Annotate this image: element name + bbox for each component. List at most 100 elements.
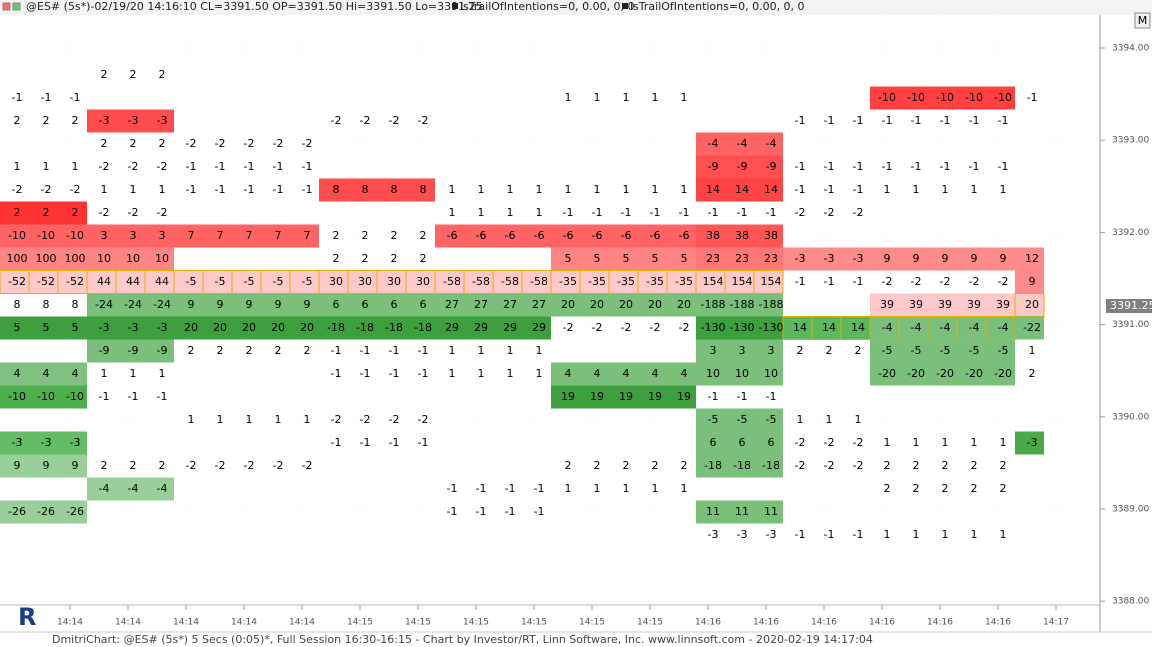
cell-value: -4 bbox=[911, 321, 922, 334]
cell-value: 2 bbox=[884, 459, 891, 472]
cell-value: 20 bbox=[677, 298, 691, 311]
cell-value: -10 bbox=[965, 91, 983, 104]
cell-value: -3 bbox=[99, 321, 110, 334]
cell-value: -3 bbox=[795, 252, 806, 265]
cell-value: 2 bbox=[333, 252, 340, 265]
cell-value: -6 bbox=[447, 229, 458, 242]
cell-bg bbox=[116, 477, 145, 501]
cell-value: 1 bbox=[971, 436, 978, 449]
menu-button[interactable] bbox=[1134, 12, 1151, 29]
time-label: 14:15 bbox=[579, 618, 605, 628]
cell-value: -1 bbox=[824, 275, 835, 288]
cell-value: -3 bbox=[128, 321, 139, 334]
cell-value: -3 bbox=[99, 114, 110, 127]
cell-value: 2 bbox=[217, 344, 224, 357]
cell-value: 1 bbox=[449, 344, 456, 357]
cell-bg bbox=[145, 477, 174, 501]
cell-value: 2 bbox=[14, 206, 21, 219]
cell-bg bbox=[116, 224, 145, 248]
cell-value: -1 bbox=[998, 160, 1009, 173]
cell-bg bbox=[638, 247, 667, 271]
logo: R bbox=[8, 603, 42, 631]
cell-value: 27 bbox=[474, 298, 488, 311]
cell-value: -2 bbox=[563, 321, 574, 334]
cell-value: 11 bbox=[764, 505, 778, 518]
cell-value: 1 bbox=[855, 413, 862, 426]
cell-bg bbox=[232, 224, 261, 248]
legend-box bbox=[622, 3, 628, 9]
cell-value: -4 bbox=[737, 137, 748, 150]
cell-value: 9 bbox=[217, 298, 224, 311]
cell-bg bbox=[667, 224, 696, 248]
cell-value: -1 bbox=[911, 114, 922, 127]
cell-value: 11 bbox=[735, 505, 749, 518]
cell-value: -2 bbox=[273, 459, 284, 472]
cell-bg bbox=[58, 500, 87, 524]
cell-bg bbox=[957, 293, 986, 317]
cell-value: 4 bbox=[623, 367, 630, 380]
cell-value: 3 bbox=[768, 344, 775, 357]
cell-value: -52 bbox=[37, 275, 55, 288]
time-label: 14:16 bbox=[985, 618, 1011, 628]
cell-bg bbox=[174, 293, 203, 317]
cell-value: 14 bbox=[764, 183, 778, 196]
cell-value: 2 bbox=[159, 68, 166, 81]
cell-value: -9 bbox=[766, 160, 777, 173]
cell-bg bbox=[116, 339, 145, 363]
cell-value: -5 bbox=[273, 275, 284, 288]
cell-bg bbox=[435, 316, 464, 340]
cell-value: 9 bbox=[304, 298, 311, 311]
cell-bg bbox=[522, 224, 551, 248]
menu-button-label[interactable]: M bbox=[1138, 14, 1148, 27]
cell-value: 2 bbox=[971, 482, 978, 495]
cell-value: -18 bbox=[762, 459, 780, 472]
cell-value: 1 bbox=[246, 413, 253, 426]
cell-value: 1 bbox=[565, 183, 572, 196]
cell-value: 38 bbox=[764, 229, 778, 242]
cell-value: -5 bbox=[998, 344, 1009, 357]
cell-value: -1 bbox=[621, 206, 632, 219]
cell-value: -1 bbox=[853, 183, 864, 196]
cell-value: 100 bbox=[7, 252, 28, 265]
cell-value: 2 bbox=[1000, 459, 1007, 472]
cell-bg bbox=[406, 178, 435, 202]
cell-value: -5 bbox=[737, 413, 748, 426]
cell-value: 1 bbox=[565, 482, 572, 495]
cell-value: 1 bbox=[884, 528, 891, 541]
cell-value: 29 bbox=[532, 321, 546, 334]
cell-value: 9 bbox=[72, 459, 79, 472]
cell-value: -2 bbox=[824, 206, 835, 219]
cell-value: 2 bbox=[391, 229, 398, 242]
header-icon bbox=[12, 2, 21, 11]
cell-bg bbox=[58, 224, 87, 248]
cell-bg bbox=[696, 408, 725, 432]
cell-bg bbox=[145, 339, 174, 363]
cell-value: 1 bbox=[43, 160, 50, 173]
cell-value: 19 bbox=[561, 390, 575, 403]
cell-value: -1 bbox=[331, 436, 342, 449]
price-label: 3392.00 bbox=[1112, 228, 1149, 238]
cell-value: 7 bbox=[188, 229, 195, 242]
cell-bg bbox=[986, 339, 1015, 363]
cell-value: 27 bbox=[503, 298, 517, 311]
cell-value: -10 bbox=[936, 91, 954, 104]
cell-value: 1 bbox=[275, 413, 282, 426]
cell-bg bbox=[377, 178, 406, 202]
cell-value: -1 bbox=[766, 390, 777, 403]
cell-bg bbox=[203, 293, 232, 317]
cell-bg bbox=[870, 86, 899, 110]
cell-bg bbox=[754, 500, 783, 524]
cell-value: -3 bbox=[41, 436, 52, 449]
cell-value: 9 bbox=[275, 298, 282, 311]
cell-value: 6 bbox=[768, 436, 775, 449]
header-symbol: @ES# (5s*)-02/19/20 14:16:10 CL=3391.50 … bbox=[26, 0, 483, 13]
cell-value: -1 bbox=[882, 114, 893, 127]
cell-value: -6 bbox=[592, 229, 603, 242]
time-label: 14:16 bbox=[927, 618, 953, 628]
cell-bg bbox=[0, 224, 29, 248]
cell-value: -18 bbox=[733, 459, 751, 472]
cell-value: -2 bbox=[157, 206, 168, 219]
cell-bg bbox=[406, 293, 435, 317]
cell-bg bbox=[29, 247, 58, 271]
cell-bg bbox=[203, 224, 232, 248]
